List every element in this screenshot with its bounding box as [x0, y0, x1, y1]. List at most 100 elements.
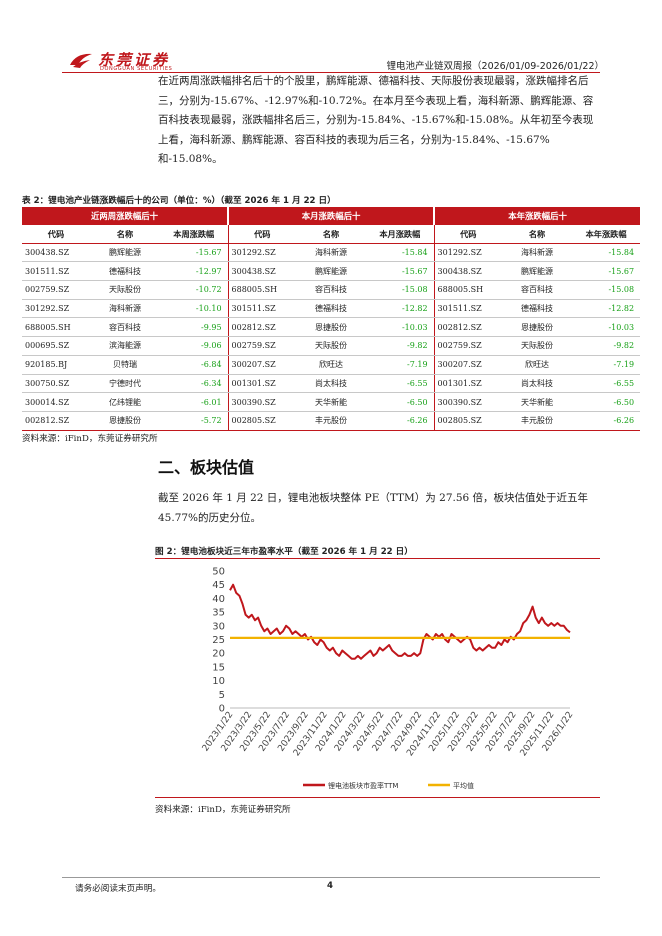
- stock-code-cell: 301511.SZ: [227, 299, 297, 319]
- pe-ttm-series-line: [229, 583, 571, 660]
- stock-code-cell: 000695.SZ: [22, 336, 90, 356]
- stock-code-cell: 688005.SH: [433, 280, 503, 300]
- change-value-cell: -15.67: [366, 261, 435, 282]
- stock-code-cell: 301292.SZ: [433, 243, 503, 263]
- change-value-cell: -12.97: [160, 261, 229, 282]
- change-value-cell: -15.84: [366, 243, 435, 263]
- stock-code-cell: 688005.SH: [227, 280, 297, 300]
- stock-code-cell: 300438.SZ: [433, 261, 503, 282]
- change-value-cell: -5.72: [160, 411, 229, 431]
- stock-code-cell: 002759.SZ: [22, 280, 90, 300]
- stock-name-cell: 德福科技: [296, 299, 367, 319]
- change-value-cell: -10.10: [160, 299, 229, 319]
- stock-name-cell: 天际股份: [296, 336, 367, 356]
- col-header-change: 本周涨跌幅: [160, 225, 229, 244]
- brand-name-en: DONGGUAN SECURITIES: [100, 66, 173, 72]
- stock-name-cell: 尚太科技: [502, 374, 573, 394]
- change-value-cell: -15.08: [572, 280, 641, 300]
- y-tick-label: 20: [212, 649, 225, 660]
- change-value-cell: -10.72: [160, 280, 229, 300]
- table-row: 002759.SZ 天际股份 -10.72 688005.SH 容百科技 -15.08 68…: [22, 280, 641, 300]
- col-header-change: 本年涨跌幅: [572, 225, 641, 244]
- y-tick-label: 15: [212, 662, 225, 673]
- change-value-cell: -12.82: [366, 299, 435, 319]
- stock-code-cell: 002812.SZ: [433, 317, 503, 338]
- y-tick-label: 45: [212, 580, 225, 591]
- table-row: 301511.SZ 德福科技 -12.97 300438.SZ 鹏辉能源 -15.67 30…: [22, 261, 641, 282]
- chart-divider-bottom: [155, 797, 600, 798]
- col-header-name: 名称: [296, 225, 367, 244]
- table-row: 300014.SZ 亿纬锂能 -6.01 300390.SZ 天华新能 -6.50 3003…: [22, 392, 641, 412]
- brand-name-cn: 东莞证券: [98, 51, 171, 69]
- change-value-cell: -10.03: [366, 317, 435, 338]
- change-value-cell: -6.26: [572, 411, 641, 431]
- group-header-two-week: 近两周涨跌幅后十: [22, 207, 229, 225]
- change-value-cell: -15.08: [366, 280, 435, 300]
- stock-code-cell: 688005.SH: [22, 317, 90, 338]
- change-value-cell: -9.95: [160, 317, 229, 338]
- stock-name-cell: 天际股份: [502, 336, 573, 356]
- y-tick-label: 5: [219, 690, 225, 701]
- change-value-cell: -9.82: [366, 336, 435, 356]
- stock-code-cell: 002805.SZ: [227, 411, 297, 431]
- stock-code-cell: 301511.SZ: [22, 261, 90, 282]
- change-value-cell: -6.55: [572, 374, 641, 394]
- change-value-cell: -10.03: [572, 317, 641, 338]
- stock-code-cell: 002812.SZ: [227, 317, 297, 338]
- stock-name-cell: 亿纬锂能: [90, 392, 160, 412]
- change-value-cell: -15.67: [160, 243, 229, 263]
- stock-name-cell: 容百科技: [90, 317, 160, 338]
- col-header-code: 代码: [433, 225, 503, 244]
- stock-name-cell: 欣旺达: [296, 355, 367, 375]
- stock-name-cell: 宁德时代: [90, 374, 160, 394]
- y-tick-label: 0: [219, 704, 225, 715]
- change-value-cell: -6.50: [366, 392, 435, 412]
- stock-name-cell: 鹏辉能源: [296, 261, 367, 282]
- y-tick-label: 35: [212, 608, 225, 619]
- table-source: 资料来源：iFinD，东莞证券研究所: [22, 434, 158, 444]
- stock-name-cell: 丰元股份: [502, 411, 573, 431]
- change-value-cell: -9.82: [572, 336, 641, 356]
- col-header-change: 本月涨跌幅: [366, 225, 435, 244]
- stock-code-cell: 002812.SZ: [22, 411, 90, 431]
- table-row: 688005.SH 容百科技 -9.95 002812.SZ 恩捷股份 -10.03 002…: [22, 317, 641, 338]
- stock-code-cell: 301292.SZ: [227, 243, 297, 263]
- stock-code-cell: 300390.SZ: [227, 392, 297, 412]
- col-header-code: 代码: [22, 225, 90, 244]
- stock-code-cell: 300207.SZ: [433, 355, 503, 375]
- brand-logo: 东莞证券 DONGGUAN SECURITIES: [68, 49, 188, 73]
- col-header-code: 代码: [227, 225, 297, 244]
- stock-name-cell: 丰元股份: [296, 411, 367, 431]
- stock-name-cell: 恩捷股份: [296, 317, 367, 338]
- column-header-row: 代码 名称 本周涨跌幅 代码 名称 本月涨跌幅 代码 名称 本年涨跌幅: [22, 225, 641, 244]
- group-header-year: 本年涨跌幅后十: [433, 207, 641, 225]
- stock-code-cell: 300438.SZ: [22, 243, 90, 263]
- change-value-cell: -7.19: [366, 355, 435, 375]
- page-number: 4: [327, 881, 333, 891]
- stock-name-cell: 容百科技: [296, 280, 367, 300]
- stock-name-cell: 海科新源: [502, 243, 573, 263]
- group-header-row: 近两周涨跌幅后十 本月涨跌幅后十 本年涨跌幅后十: [22, 207, 641, 225]
- stock-code-cell: 300390.SZ: [433, 392, 503, 412]
- stock-code-cell: 301511.SZ: [433, 299, 503, 319]
- stock-name-cell: 德福科技: [90, 261, 160, 282]
- table-caption: 表 2：锂电池产业链涨跌幅后十的公司（单位：%）（截至 2026 年 1 月 2…: [22, 196, 336, 206]
- y-tick-label: 10: [212, 676, 225, 687]
- stock-name-cell: 德福科技: [502, 299, 573, 319]
- change-value-cell: -6.34: [160, 374, 229, 394]
- stock-name-cell: 天际股份: [90, 280, 160, 300]
- stock-name-cell: 海科新源: [90, 299, 160, 319]
- change-value-cell: -15.67: [572, 261, 641, 282]
- report-title: 锂电池产业链双周报（2026/01/09-2026/01/22）: [386, 61, 604, 72]
- header-divider: [62, 72, 600, 73]
- stock-code-cell: 002759.SZ: [227, 336, 297, 356]
- stock-code-cell: 301292.SZ: [22, 299, 90, 319]
- y-tick-label: 25: [212, 635, 225, 646]
- stock-code-cell: 300438.SZ: [227, 261, 297, 282]
- stock-name-cell: 恩捷股份: [90, 411, 160, 431]
- valuation-paragraph: 截至 2026 年 1 月 22 日，锂电池板块整体 PE（TTM）为 27.5…: [158, 492, 589, 524]
- stock-code-cell: 002805.SZ: [433, 411, 503, 431]
- brand-mark-icon: [70, 53, 92, 68]
- stock-name-cell: 恩捷股份: [502, 317, 573, 338]
- stock-code-cell: 920185.BJ: [22, 355, 90, 375]
